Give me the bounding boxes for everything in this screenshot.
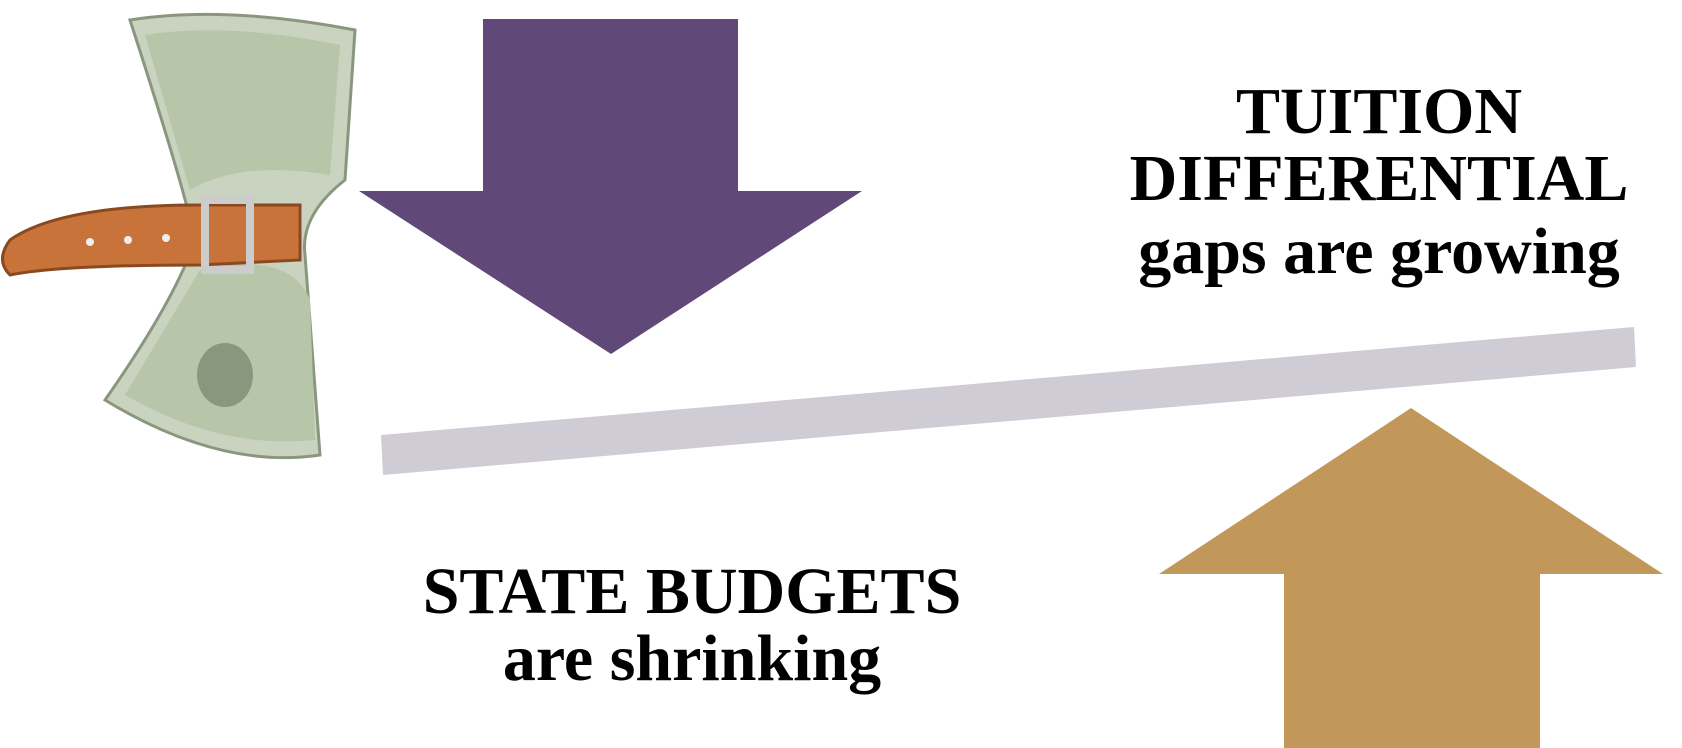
label-line: TUITION [1236, 75, 1522, 148]
seesaw-bar [381, 327, 1636, 475]
label-line: are shrinking [503, 622, 881, 695]
down-arrow [359, 19, 862, 354]
label-line: STATE BUDGETS [423, 555, 962, 628]
money-belt-icon [1, 12, 357, 460]
label-line: DIFFERENTIAL [1130, 142, 1629, 215]
budget-label: STATE BUDGETS are shrinking [423, 555, 962, 695]
up-arrow [1159, 408, 1663, 748]
label-line: gaps are growing [1138, 215, 1620, 288]
tuition-label: TUITION DIFFERENTIAL gaps are growing [1130, 75, 1629, 288]
